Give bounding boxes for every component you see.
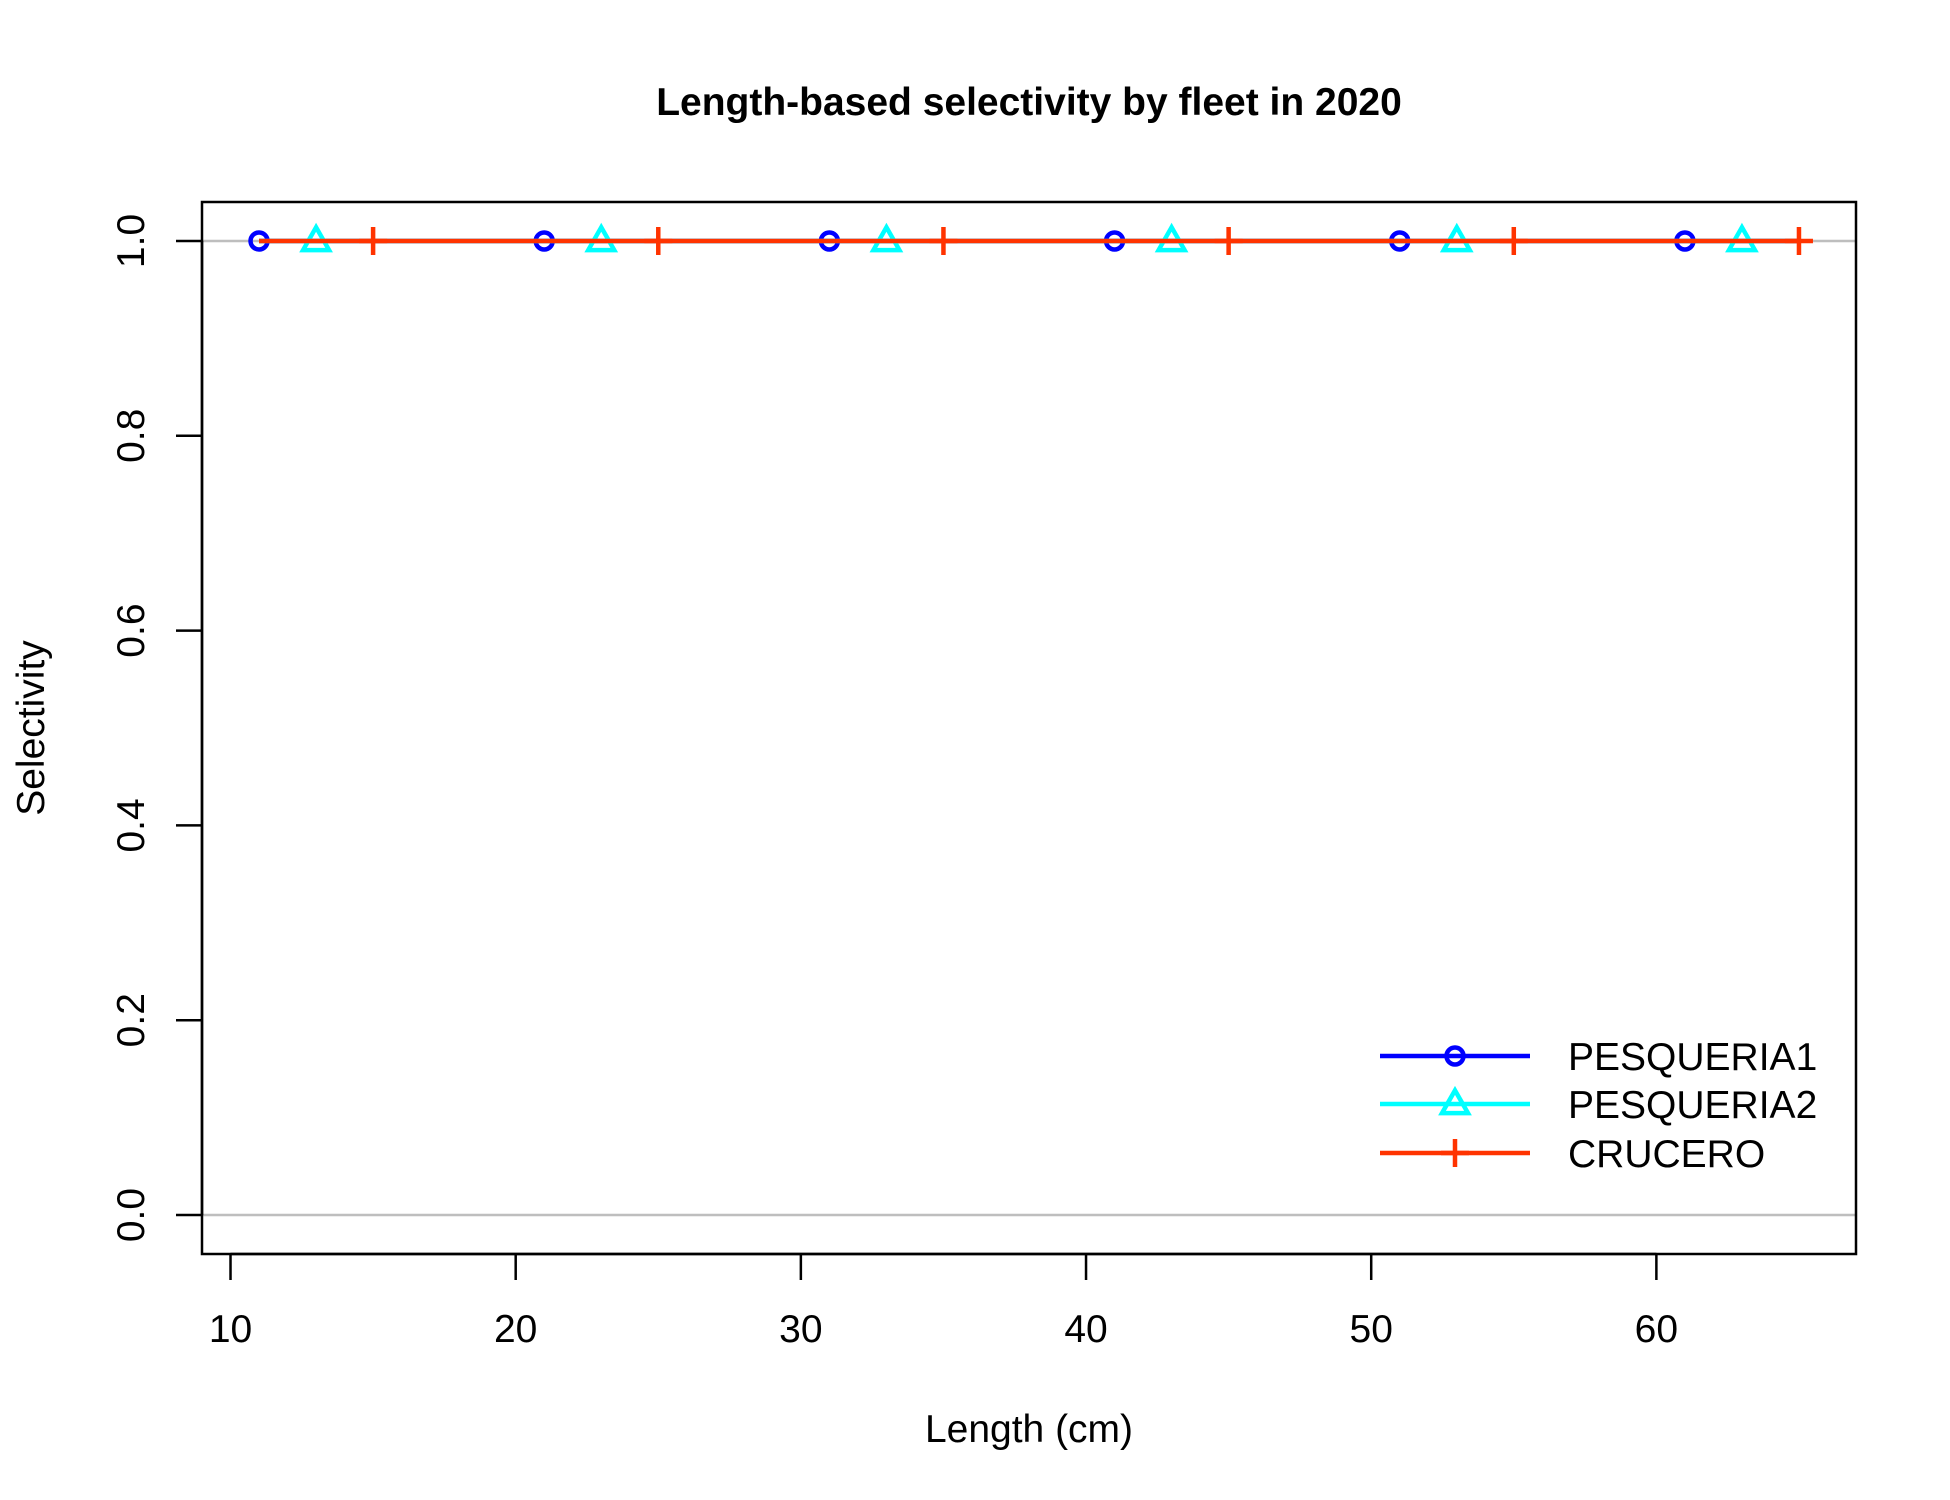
x-tick-label: 40: [1064, 1308, 1107, 1351]
legend: PESQUERIA1 PESQUERIA2 CRUCERO: [1380, 1036, 1817, 1176]
y-tick-label: 0.8: [110, 409, 153, 463]
legend-marker-pesqueria2: [1438, 1085, 1472, 1116]
x-tick-label: 20: [494, 1308, 537, 1351]
marker-crucero: [1214, 226, 1243, 255]
marker-crucero: [929, 226, 958, 255]
y-tick-label: 0.4: [110, 798, 153, 852]
y-tick-label: 0.6: [110, 603, 153, 657]
y-axis-label: Selectivity: [10, 640, 53, 816]
legend-marker-crucero: [1441, 1139, 1469, 1167]
marker-crucero: [1784, 226, 1813, 255]
x-tick-label: 60: [1635, 1308, 1678, 1351]
x-tick-label: 30: [779, 1308, 822, 1351]
y-axis: 0.0 0.2 0.4 0.6 0.8 1.0: [110, 214, 204, 1242]
marker-pesqueria2: [299, 222, 333, 253]
x-tick-label: 10: [209, 1308, 252, 1351]
x-axis-label: Length (cm): [925, 1408, 1133, 1451]
series-layer: [248, 222, 1813, 255]
marker-pesqueria2: [1154, 222, 1189, 253]
marker-crucero: [359, 226, 388, 255]
marker-pesqueria2: [584, 222, 619, 253]
legend-label-crucero: CRUCERO: [1568, 1133, 1765, 1176]
y-tick-label: 0.2: [110, 993, 153, 1047]
legend-marker-pesqueria1: [1444, 1045, 1466, 1067]
x-axis: 10 20 30 40 50 60: [209, 1252, 1678, 1351]
x-tick-label: 50: [1350, 1308, 1393, 1351]
marker-crucero: [644, 226, 673, 255]
y-tick-label: 0.0: [110, 1188, 153, 1242]
marker-pesqueria2: [1725, 222, 1759, 253]
legend-label-pesqueria2: PESQUERIA2: [1568, 1084, 1817, 1127]
marker-pesqueria2: [1439, 222, 1474, 253]
marker-crucero: [1499, 226, 1528, 255]
chart-title: Length-based selectivity by fleet in 202…: [656, 81, 1402, 124]
legend-label-pesqueria1: PESQUERIA1: [1568, 1036, 1817, 1079]
marker-pesqueria2: [869, 222, 904, 253]
y-tick-label: 1.0: [110, 214, 153, 268]
